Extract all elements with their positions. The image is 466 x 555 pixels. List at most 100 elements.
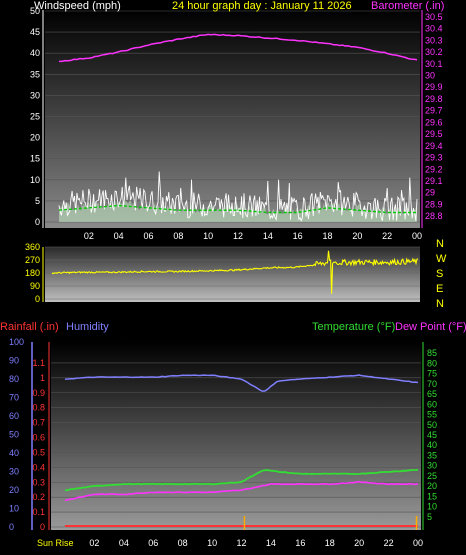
compass-n-top: N: [436, 238, 444, 250]
rain-tick-label: 0.5: [32, 447, 45, 457]
direction-panel: [45, 247, 420, 302]
humidity-tick-label: 10: [9, 504, 19, 514]
temp-series: [64, 374, 419, 530]
compass-s: S: [436, 268, 443, 280]
humidity-axis-title: Humidity: [66, 321, 109, 333]
dewpoint-line: [64, 480, 419, 502]
rain-tick-label: 0.3: [32, 477, 45, 487]
temp-axis-title: Temperature (°F): [312, 321, 395, 333]
wind-tick-label: 5: [35, 196, 40, 206]
humidity-tick-label: 60: [9, 411, 19, 421]
rain-tick-label: 0.6: [32, 433, 45, 443]
baro-tick-label: 29.3: [425, 153, 443, 163]
baro-tick-label: 29.5: [425, 129, 443, 139]
rain-tick-label: 0.9: [32, 388, 45, 398]
temp-x-tick-label: 10: [207, 538, 217, 548]
rain-tick-label: 0.1: [32, 507, 45, 517]
temp-axes: 0 0.1 0.2 0.3 0.4 0.5 0.6 0.7 0.8 0.9 1 1.1 0 10 20 30 4…: [9, 337, 437, 548]
baro-tick-label: 29.4: [425, 141, 443, 151]
temp-tick-label: 30: [427, 461, 437, 471]
rain-tick-label: 0: [40, 522, 45, 532]
baro-tick-label: 30.2: [425, 47, 443, 57]
humidity-tick-label: 100: [9, 337, 24, 347]
baro-tick-label: 29.2: [425, 164, 443, 174]
baro-tick-label: 29.7: [425, 106, 443, 116]
wind-tick-label: 15: [30, 154, 40, 164]
dir-tick-label: 270: [25, 255, 40, 265]
wind-tick-label: 40: [30, 48, 40, 58]
rain-tick-label: 1.1: [32, 358, 45, 368]
dir-tick-label: 90: [30, 281, 40, 291]
chart-title: 24 hour graph day : January 11 2026: [172, 0, 352, 12]
temp-tick-label: 15: [427, 491, 437, 501]
temperature-line: [64, 468, 419, 492]
temp-x-tick-label: 08: [178, 538, 188, 548]
temp-tick-label: 10: [427, 502, 437, 512]
rain-tick-label: 0.2: [32, 492, 45, 502]
temp-x-tick-label: 22: [384, 538, 394, 548]
temp-tick-label: 50: [427, 420, 437, 430]
temp-x-tick-label: 12: [236, 538, 246, 548]
wind-x-tick-label: 14: [263, 231, 273, 241]
wind-tick-label: 30: [30, 90, 40, 100]
direction-grid: [45, 246, 420, 300]
wind-tick-label: 45: [30, 27, 40, 37]
baro-tick-label: 30.5: [425, 12, 443, 22]
barometer-line: [59, 33, 418, 63]
baro-tick-label: 30.3: [425, 35, 443, 45]
wind-tick-label: 50: [30, 6, 40, 16]
temp-tick-label: 20: [427, 481, 437, 491]
wind-x-tick-label: 00: [412, 231, 422, 241]
dir-tick-label: 360: [25, 242, 40, 252]
wind-x-tick-label: 10: [203, 231, 213, 241]
temp-tick-label: 65: [427, 389, 437, 399]
temp-x-tick-label: 18: [325, 538, 335, 548]
wind-tick-label: 10: [30, 175, 40, 185]
wind-grid: [45, 10, 420, 223]
temp-tick-label: 40: [427, 440, 437, 450]
temp-tick-label: 55: [427, 410, 437, 420]
humidity-tick-label: 50: [9, 430, 19, 440]
wind-x-tick-label: 06: [143, 231, 153, 241]
baro-tick-label: 29.9: [425, 82, 443, 92]
temp-tick-label: 75: [427, 369, 437, 379]
temp-x-tick-label: 06: [148, 538, 158, 548]
rain-axis-title: Rainfall (.in): [0, 321, 59, 333]
baro-tick-label: 29.8: [425, 94, 443, 104]
humidity-tick-label: 40: [9, 448, 19, 458]
temp-x-tick-label: 04: [119, 538, 129, 548]
temp-x-tick-label: 16: [295, 538, 305, 548]
rain-tick-label: 0.7: [32, 418, 45, 428]
baro-tick-label: 29: [425, 188, 435, 198]
wind-x-tick-label: 20: [352, 231, 362, 241]
temp-x-tick-label: 00: [413, 538, 423, 548]
dir-tick-label: 0: [35, 294, 40, 304]
wind-tick-label: 0: [35, 217, 40, 227]
baro-tick-label: 28.8: [425, 211, 443, 221]
wind-x-tick-label: 16: [293, 231, 303, 241]
wind-panel: [45, 10, 420, 228]
rain-tick-label: 0.8: [32, 403, 45, 413]
humidity-tick-label: 0: [9, 522, 14, 532]
wind-axes: 0510152025303540455028.828.92929.129.229…: [30, 6, 443, 241]
baro-tick-label: 28.9: [425, 199, 443, 209]
baro-tick-label: 29.6: [425, 117, 443, 127]
wind-tick-label: 35: [30, 69, 40, 79]
temp-x-tick-label: 20: [354, 538, 364, 548]
temp-tick-label: 25: [427, 471, 437, 481]
humidity-tick-label: 90: [9, 356, 19, 366]
wind-x-tick-label: 12: [233, 231, 243, 241]
wind-x-tick-label: 02: [84, 231, 94, 241]
wind-x-tick-label: 08: [173, 231, 183, 241]
wind-tick-label: 20: [30, 133, 40, 143]
direction-series: [51, 250, 419, 294]
wind-x-tick-label: 04: [114, 231, 124, 241]
temp-x-tick-label: 02: [89, 538, 99, 548]
baro-tick-label: 30.4: [425, 24, 443, 34]
temp-tick-label: 70: [427, 379, 437, 389]
baro-tick-label: 30: [425, 70, 435, 80]
humidity-tick-label: 80: [9, 374, 19, 384]
baro-axis-title: Barometer (.in): [371, 0, 444, 12]
temp-tick-label: 80: [427, 358, 437, 368]
